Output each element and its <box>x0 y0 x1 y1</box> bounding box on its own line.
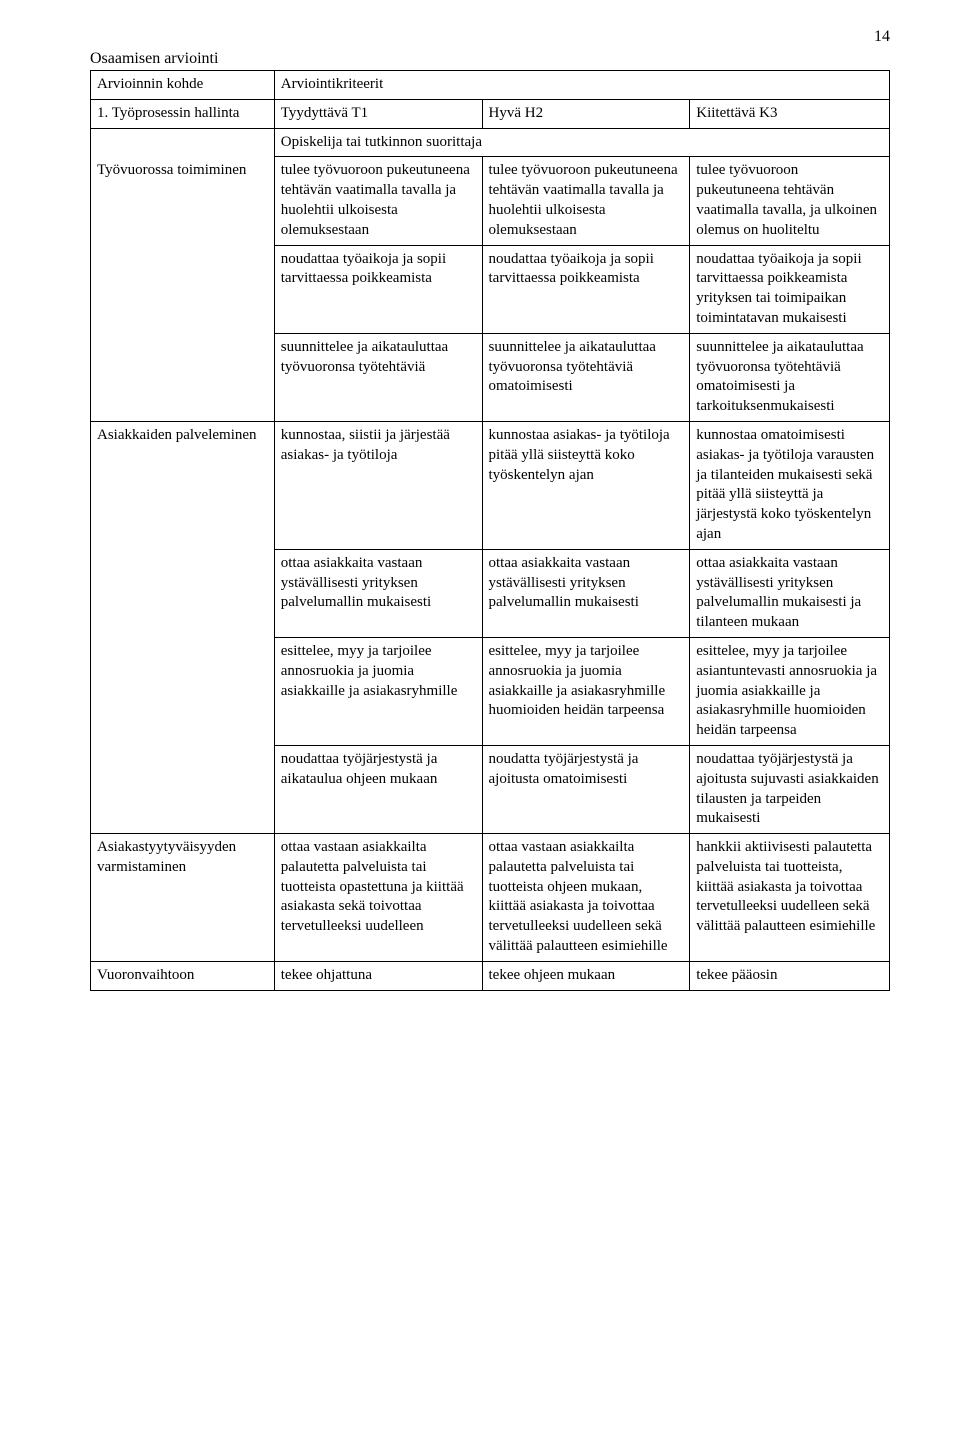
header-cell-kohde: Arvioinnin kohde <box>91 71 275 100</box>
crit-cell: noudattaa työjärjestystä ja ajoitusta su… <box>690 745 890 833</box>
crit-cell: kunnostaa, siistii ja järjestää asiakas-… <box>274 421 482 549</box>
page-number: 14 <box>874 28 890 46</box>
table-row: Asiakastyytyväisyyden varmistaminen otta… <box>91 834 890 962</box>
header-cell-kriteerit: Arviointikriteerit <box>274 71 889 100</box>
crit-cell: ottaa vastaan asiakkailta palautetta pal… <box>274 834 482 962</box>
crit-cell: esittelee, myy ja tarjoilee asiantunteva… <box>690 637 890 745</box>
level-cell-1: Tyydyttävä T1 <box>274 99 482 128</box>
criteria-table: Arvioinnin kohde Arviointikriteerit 1. T… <box>90 70 890 991</box>
crit-cell: tulee työvuoroon pukeutuneena tehtävän v… <box>690 157 890 245</box>
crit-cell: noudattaa työaikoja ja sopii tarvittaess… <box>274 245 482 333</box>
level-cell-3: Kiitettävä K3 <box>690 99 890 128</box>
crit-cell: kunnostaa omatoimisesti asiakas- ja työt… <box>690 421 890 549</box>
section-label-1: Asiakkaiden palveleminen <box>91 421 275 833</box>
page: 14 Osaamisen arviointi Arvioinnin kohde … <box>0 0 960 1447</box>
page-heading: Osaamisen arviointi <box>90 50 890 68</box>
crit-cell: ottaa asiakkaita vastaan ystävällisesti … <box>690 549 890 637</box>
section-label-3: Vuoronvaihtoon <box>91 961 275 990</box>
table-row: 1. Työprosessin hallinta Tyydyttävä T1 H… <box>91 99 890 128</box>
crit-cell: ottaa asiakkaita vastaan ystävällisesti … <box>274 549 482 637</box>
crit-cell: suunnittelee ja aikatauluttaa työvuorons… <box>482 333 690 421</box>
crit-cell: tekee pääosin <box>690 961 890 990</box>
crit-cell: suunnittelee ja aikatauluttaa työvuorons… <box>690 333 890 421</box>
crit-cell: noudatta työjärjestystä ja ajoitusta oma… <box>482 745 690 833</box>
level-cell-0: 1. Työprosessin hallinta <box>91 99 275 128</box>
table-row: Asiakkaiden palveleminen kunnostaa, siis… <box>91 421 890 549</box>
crit-cell: tekee ohjattuna <box>274 961 482 990</box>
crit-cell: suunnittelee ja aikatauluttaa työvuorons… <box>274 333 482 421</box>
crit-cell: noudattaa työaikoja ja sopii tarvittaess… <box>690 245 890 333</box>
crit-cell: esittelee, myy ja tarjoilee annosruokia … <box>274 637 482 745</box>
empty-cell <box>91 128 275 157</box>
crit-cell: noudattaa työjärjestystä ja aikataulua o… <box>274 745 482 833</box>
section-label-2: Asiakastyytyväisyyden varmistaminen <box>91 834 275 962</box>
crit-cell: ottaa vastaan asiakkailta palautetta pal… <box>482 834 690 962</box>
crit-cell: noudattaa työaikoja ja sopii tarvittaess… <box>482 245 690 333</box>
table-row: Arvioinnin kohde Arviointikriteerit <box>91 71 890 100</box>
criteria-table-body: Arvioinnin kohde Arviointikriteerit 1. T… <box>91 71 890 991</box>
crit-cell: kunnostaa asiakas- ja työtiloja pitää yl… <box>482 421 690 549</box>
crit-cell: tekee ohjeen mukaan <box>482 961 690 990</box>
crit-cell: hankkii aktiivisesti palautetta palvelui… <box>690 834 890 962</box>
table-row: Työvuorossa toimiminen tulee työvuoroon … <box>91 157 890 245</box>
student-row-cell: Opiskelija tai tutkinnon suorittaja <box>274 128 889 157</box>
section-label-0: Työvuorossa toimiminen <box>91 157 275 422</box>
level-cell-2: Hyvä H2 <box>482 99 690 128</box>
crit-cell: tulee työvuoroon pukeutuneena tehtävän v… <box>482 157 690 245</box>
crit-cell: tulee työvuoroon pukeutuneena tehtävän v… <box>274 157 482 245</box>
table-row: Opiskelija tai tutkinnon suorittaja <box>91 128 890 157</box>
crit-cell: esittelee, myy ja tarjoilee annosruokia … <box>482 637 690 745</box>
table-row: Vuoronvaihtoon tekee ohjattuna tekee ohj… <box>91 961 890 990</box>
crit-cell: ottaa asiakkaita vastaan ystävällisesti … <box>482 549 690 637</box>
